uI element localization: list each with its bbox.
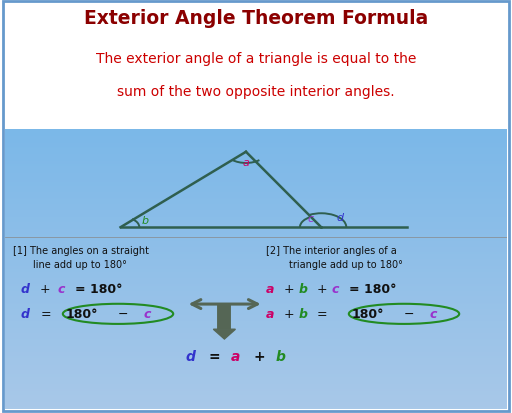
Text: d: d (186, 349, 196, 363)
Text: d: d (20, 308, 29, 320)
Text: The exterior angle of a triangle is equal to the: The exterior angle of a triangle is equa… (96, 52, 416, 66)
Text: +: + (40, 282, 55, 295)
Text: Exterior Angle Theorem Formula: Exterior Angle Theorem Formula (84, 9, 428, 28)
Text: +: + (316, 282, 327, 295)
Text: +: + (253, 349, 265, 363)
Text: b: b (298, 282, 308, 295)
Text: a: a (266, 308, 274, 320)
Text: a: a (266, 282, 274, 295)
Text: = 180°: = 180° (349, 282, 396, 295)
Text: +: + (284, 308, 294, 320)
Text: 180°: 180° (66, 308, 98, 320)
Text: = 180°: = 180° (75, 282, 123, 295)
Text: =: = (316, 308, 327, 320)
Text: a: a (231, 349, 240, 363)
Text: b: b (298, 308, 308, 320)
Text: [1] The angles on a straight: [1] The angles on a straight (13, 245, 148, 255)
Text: =: = (40, 308, 51, 320)
Text: line add up to 180°: line add up to 180° (33, 259, 126, 269)
Text: +: + (284, 282, 294, 295)
Text: c: c (58, 282, 65, 295)
Text: =: = (208, 349, 220, 363)
Text: sum of the two opposite interior angles.: sum of the two opposite interior angles. (117, 85, 395, 99)
Text: c: c (331, 282, 338, 295)
Text: d: d (20, 282, 29, 295)
Polygon shape (214, 330, 236, 339)
Text: 180°: 180° (351, 308, 384, 320)
Text: triangle add up to 180°: triangle add up to 180° (289, 259, 402, 269)
Text: b: b (276, 349, 286, 363)
Text: −: − (118, 308, 129, 320)
Text: c: c (429, 308, 437, 320)
Text: b: b (142, 216, 149, 225)
Text: c: c (307, 214, 313, 224)
Text: a: a (243, 157, 249, 167)
Text: c: c (143, 308, 151, 320)
Text: [2] The interior angles of a: [2] The interior angles of a (266, 245, 397, 255)
Text: d: d (337, 212, 344, 222)
Text: −: − (404, 308, 415, 320)
